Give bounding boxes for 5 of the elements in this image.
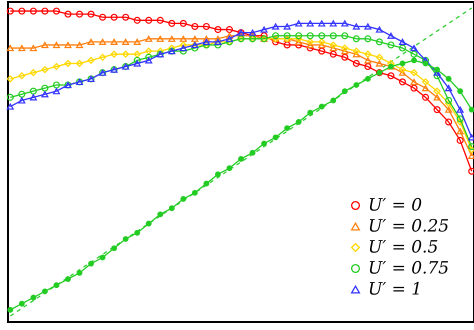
legend-label: U′ = 0.25: [368, 216, 450, 236]
legend-label: U′ = 0.75: [368, 258, 450, 278]
legend-label: U′ = 0.5: [368, 238, 438, 258]
legend-label: U′ = 1: [368, 280, 422, 300]
legend-label: U′ = 0: [368, 196, 422, 216]
